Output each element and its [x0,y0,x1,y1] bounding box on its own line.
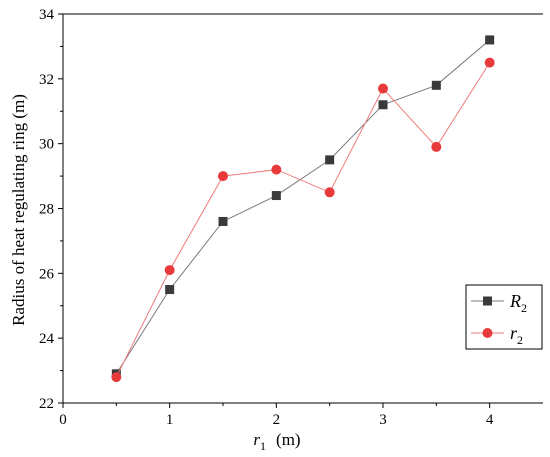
series-line [115,62,491,378]
data-point [111,372,122,383]
y-tick-label: 28 [39,202,54,218]
x-tick-label: 2 [273,412,281,428]
data-point [271,164,282,175]
legend-box [465,284,543,350]
data-point [378,100,388,110]
y-tick-label: 30 [39,137,54,153]
y-tick-label: 26 [39,266,55,282]
legend-marker [482,328,493,338]
data-point [431,141,442,152]
y-axis-title: Radius of heat regulating ring (m) [9,94,28,326]
y-tick-label: 24 [39,331,55,347]
series-square [111,35,495,379]
x-tick-label: 1 [166,412,174,428]
series-layer [111,35,495,383]
data-point [378,83,388,94]
y-tick-label: 22 [39,396,54,412]
x-tick-label: 0 [59,412,67,428]
data-point [324,187,335,198]
legend-marker [483,296,492,306]
x-tick-label: 3 [379,412,387,428]
data-point [218,216,228,226]
data-point [431,80,441,90]
y-tick-label: 32 [39,72,54,88]
legend-label: R2 [509,291,527,315]
legend-label: r2 [510,323,523,347]
data-point [325,155,335,165]
data-point [484,57,495,68]
data-point [485,35,495,45]
series-circle [111,57,495,383]
y-tick-label: 34 [39,7,55,23]
x-axis-title-symbol: r [253,430,260,449]
data-point [165,285,175,295]
x-axis-title-subscript: 1 [260,439,266,453]
data-point [271,191,281,201]
data-point [164,265,175,276]
data-point [218,171,228,182]
x-axis-title-unit: (m) [276,430,301,449]
x-tick-label: 4 [486,412,494,428]
series-line [115,39,490,375]
x-axis-title: r1 (m) [253,430,300,453]
